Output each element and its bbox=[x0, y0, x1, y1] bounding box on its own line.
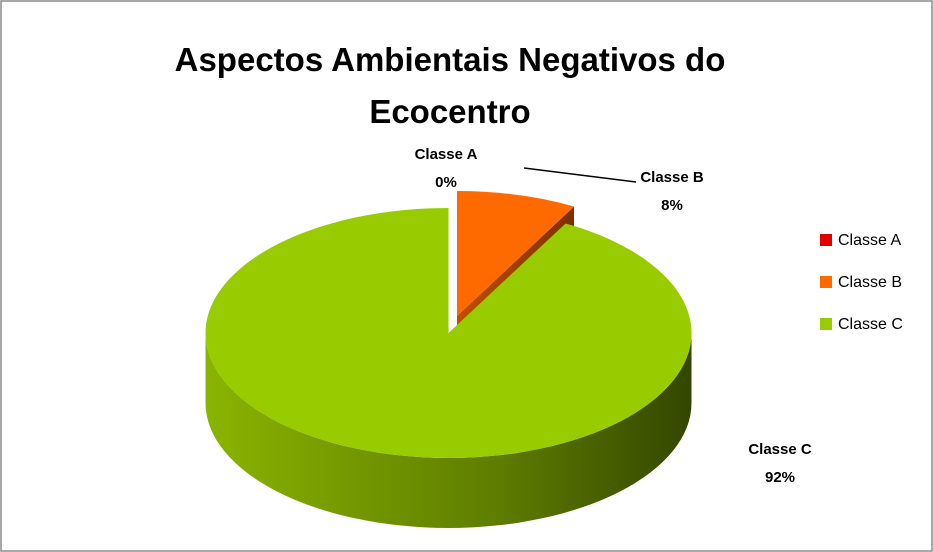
data-label-value: 8% bbox=[661, 197, 683, 214]
legend-swatch bbox=[820, 234, 832, 246]
legend-label: Classe A bbox=[838, 232, 901, 249]
chart-title: Aspectos Ambientais Negativos do Ecocent… bbox=[174, 41, 726, 130]
data-label-name: Classe A bbox=[415, 146, 478, 163]
legend-label: Classe B bbox=[838, 274, 902, 291]
slice bbox=[205, 207, 692, 458]
leader-line bbox=[523, 167, 637, 183]
data-label-name: Classe C bbox=[748, 441, 812, 458]
data-label-name: Classe B bbox=[640, 169, 704, 186]
data-label-value: 92% bbox=[765, 469, 795, 486]
legend-swatch bbox=[820, 276, 832, 288]
legend-swatch bbox=[820, 318, 832, 330]
legend-label: Classe C bbox=[838, 316, 903, 333]
data-label-value: 0% bbox=[435, 174, 457, 191]
slice bbox=[456, 191, 575, 317]
slice-side bbox=[205, 332, 692, 528]
